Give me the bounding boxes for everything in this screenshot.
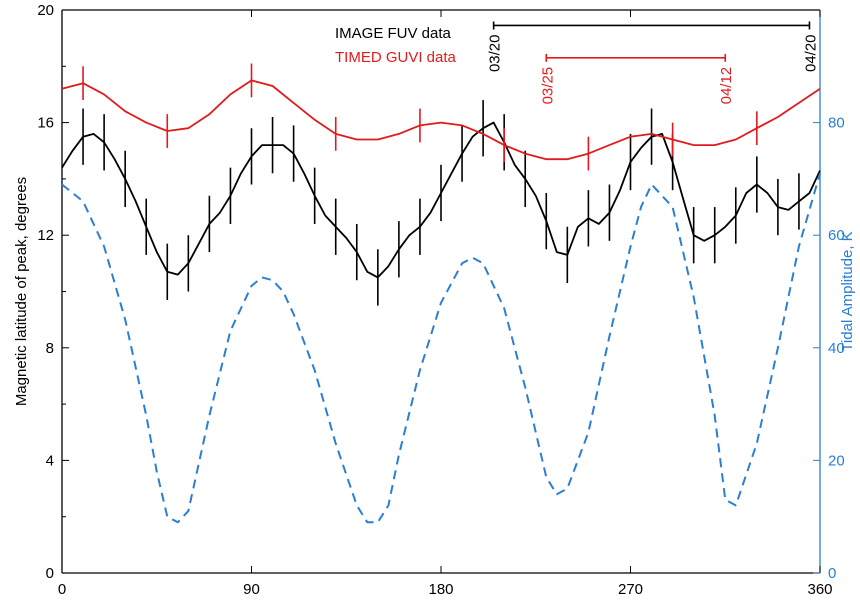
right-y-tick-label: 20 <box>828 452 845 469</box>
left-y-tick-label: 20 <box>37 2 54 19</box>
series-line-2 <box>61 173 821 524</box>
left-y-tick-label: 16 <box>37 115 54 132</box>
right-axis-title: Tidal Amplitude, K <box>839 231 856 351</box>
x-tick-label: 270 <box>618 581 643 598</box>
legend-entry-0: IMAGE FUV data <box>335 25 452 42</box>
x-tick-label: 180 <box>428 581 453 598</box>
right-y-tick-label: 60 <box>828 227 845 244</box>
right-y-tick-label: 80 <box>828 115 845 132</box>
black_range-start-label: 03/20 <box>487 34 504 72</box>
right-y-tick-label: 0 <box>828 565 836 582</box>
left-y-tick-label: 0 <box>46 565 54 582</box>
x-tick-label: 360 <box>807 581 832 598</box>
red_range-start-label: 03/25 <box>539 67 556 105</box>
x-tick-label: 0 <box>58 581 66 598</box>
left-y-tick-label: 12 <box>37 227 54 244</box>
series-line-1 <box>61 79 821 161</box>
black_range-end-label: 04/20 <box>802 34 819 72</box>
x-tick-label: 90 <box>243 581 260 598</box>
right-y-tick-label: 40 <box>828 340 845 357</box>
left-y-tick-label: 4 <box>46 452 54 469</box>
left-y-tick-label: 8 <box>46 340 54 357</box>
left-axis-title: Magnetic latitude of peak, degrees <box>13 177 30 406</box>
red_range-end-label: 04/12 <box>718 67 735 105</box>
legend-entry-1: TIMED GUVI data <box>335 49 457 66</box>
